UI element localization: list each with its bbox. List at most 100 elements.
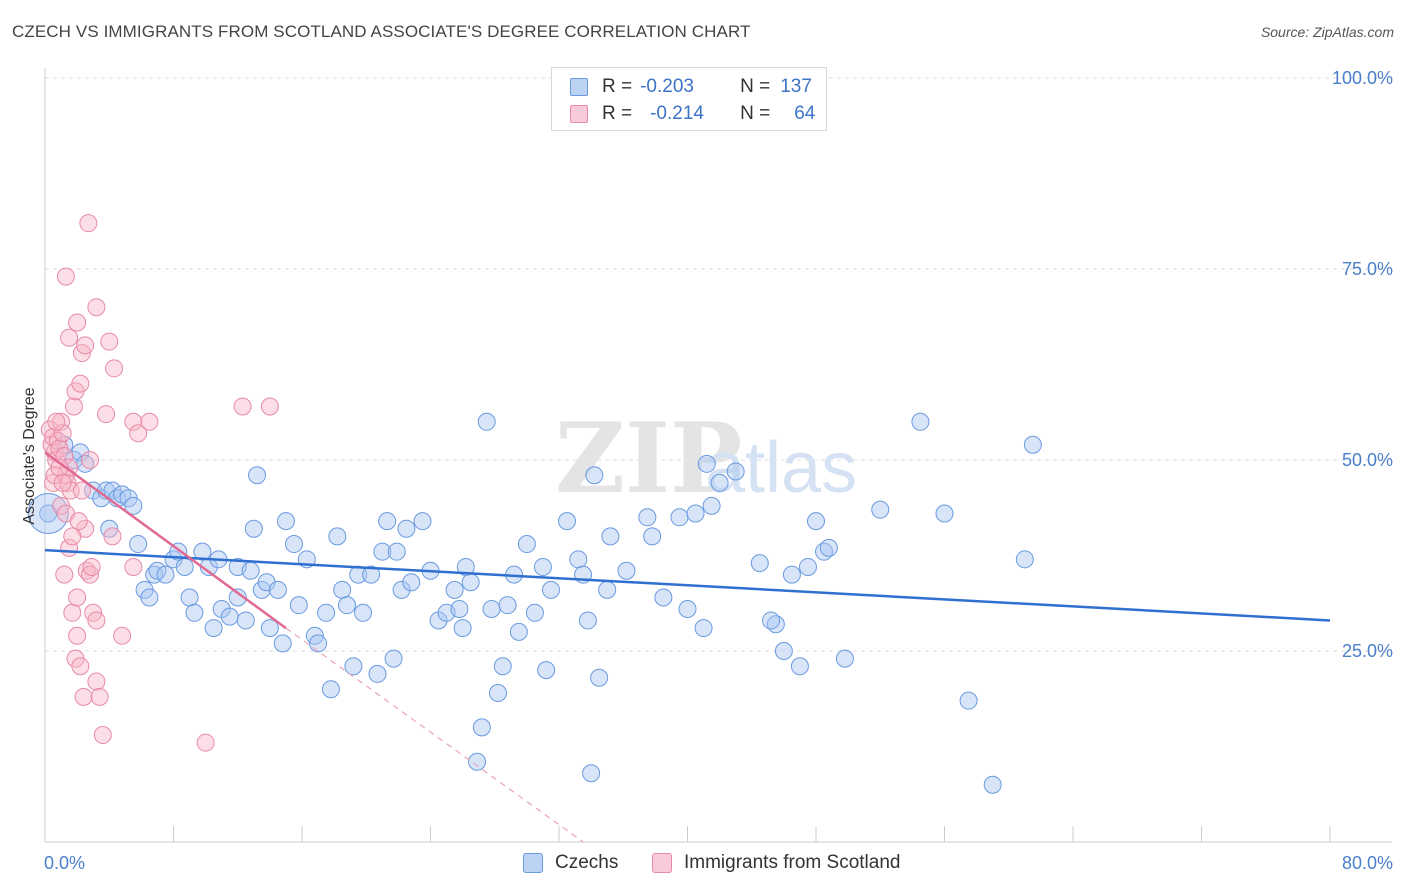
czech-point (537, 661, 556, 680)
czech-point (686, 504, 705, 523)
czech-point (387, 542, 406, 561)
czech-point (835, 649, 854, 668)
scotland-point (47, 412, 66, 431)
legend-n-label: N = (740, 76, 771, 97)
scotland-point (90, 687, 109, 706)
czech-point (694, 619, 713, 638)
y-tick-label: 75.0% (1342, 259, 1393, 279)
watermark-zip: ZIP (555, 402, 742, 515)
czech-point (533, 557, 552, 576)
scotland-point (68, 313, 87, 332)
scotland-point (76, 336, 95, 355)
chart-source: Source: ZipAtlas.com (1260, 24, 1394, 40)
czech-point (710, 473, 729, 492)
czech-point (726, 462, 745, 481)
scotland-point (71, 374, 90, 393)
y-axis-label: Associate's Degree (21, 387, 38, 524)
scotland-point (87, 298, 106, 317)
series-scotland (40, 214, 279, 752)
chart-title: CZECH VS IMMIGRANTS FROM SCOTLAND ASSOCI… (12, 22, 751, 41)
czech-point (276, 512, 295, 531)
scotland-point (140, 412, 159, 431)
czech-point (1015, 550, 1034, 569)
legend-r-value: -0.203 (640, 76, 694, 97)
czech-point (309, 634, 328, 653)
scotland-point (82, 557, 101, 576)
czech-point (541, 580, 560, 599)
czech-point (260, 619, 279, 638)
czech-point (384, 649, 403, 668)
czech-point (871, 500, 890, 519)
czech-point (392, 580, 411, 599)
scotland-point (196, 733, 215, 752)
czech-point (472, 718, 491, 737)
scotland-point (63, 603, 82, 622)
czech-point (525, 603, 544, 622)
czech-point (585, 466, 604, 485)
czech-point (935, 504, 954, 523)
czech-point (468, 752, 487, 771)
scotland-point (68, 588, 87, 607)
czech-point (284, 535, 303, 554)
scotland-point (80, 565, 99, 584)
czech-point (378, 512, 397, 531)
series-legend: Czechs Immigrants from Scotland (0, 852, 1406, 878)
legend-row-czechs: R = -0.203 N = 137 (570, 76, 812, 98)
czech-point (328, 527, 347, 546)
czech-point (402, 573, 421, 592)
czech-point (156, 565, 175, 584)
czech-point (493, 657, 512, 676)
scotland-point (72, 481, 91, 500)
czech-point (241, 561, 260, 580)
czech-point (397, 519, 416, 538)
legend-swatch-scotland (652, 853, 672, 873)
scotland-point (68, 626, 87, 645)
czech-point (482, 599, 501, 618)
czech-point (220, 607, 239, 626)
scotland-point (56, 267, 75, 286)
czech-point (368, 664, 387, 683)
czech-point-large (27, 492, 69, 534)
legend-item-czechs[interactable]: Czechs (523, 852, 618, 874)
legend-item-scotland[interactable]: Immigrants from Scotland (652, 852, 900, 874)
scotland-point (53, 473, 72, 492)
czech-point (601, 527, 620, 546)
czech-point (344, 657, 363, 676)
czech-point (617, 561, 636, 580)
czech-point (498, 596, 517, 615)
czech-point (453, 619, 472, 638)
legend-n-value: 64 (794, 103, 816, 124)
scotland-point (64, 397, 83, 416)
scotland-point (44, 473, 63, 492)
czech-point (582, 764, 601, 783)
czech-point (236, 611, 255, 630)
scotland-trend-extension (285, 627, 584, 843)
czech-point (762, 611, 781, 630)
axes (44, 68, 1392, 843)
czech-point (445, 580, 464, 599)
legend-n-value: 137 (780, 76, 812, 97)
scotland-trend-line (44, 451, 287, 630)
czech-point (124, 496, 143, 515)
czech-trend-line (44, 548, 1331, 622)
scotland-point (80, 451, 99, 469)
czech-point (373, 542, 392, 561)
scotland-point (124, 412, 143, 431)
scotland-point (93, 726, 112, 745)
czech-point (180, 588, 199, 607)
legend-label-scotland: Immigrants from Scotland (684, 852, 901, 873)
legend-r-label: R = (602, 103, 633, 124)
czech-point (413, 512, 432, 531)
scotland-point (71, 657, 90, 676)
legend-r-value: -0.214 (650, 103, 704, 124)
scotland-point (103, 527, 122, 546)
legend-swatch-czechs (570, 78, 588, 96)
czech-point (782, 565, 801, 584)
czech-point (273, 634, 292, 653)
czech-point (807, 512, 825, 531)
czech-point (959, 691, 978, 710)
czech-point (175, 557, 194, 576)
scotland-point (87, 672, 106, 691)
stats-legend: R = -0.203 N = 137 R = -0.214 N = 64 (551, 67, 827, 131)
